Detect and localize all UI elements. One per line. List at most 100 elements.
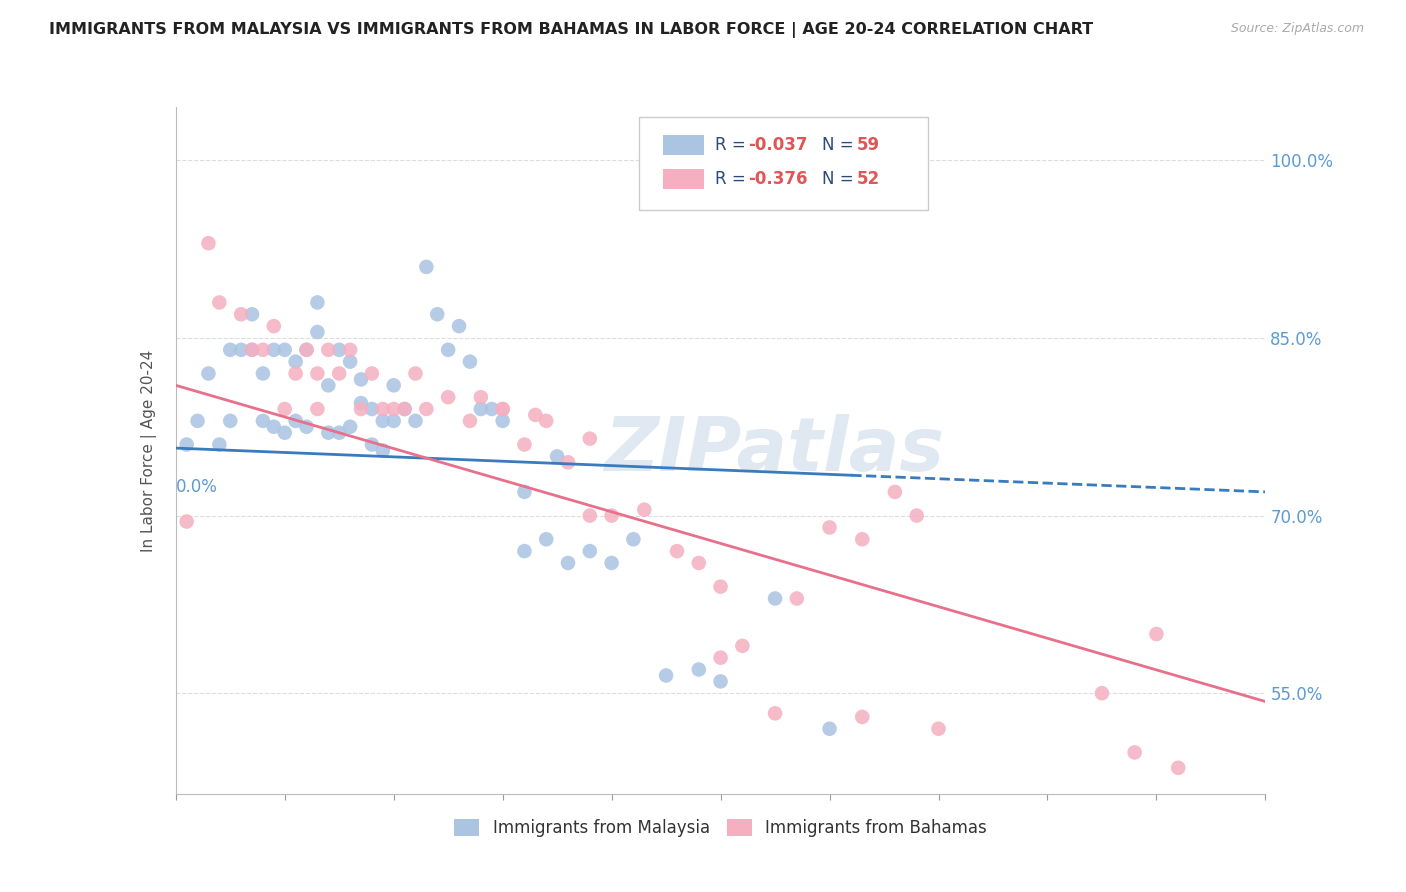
Text: R =: R = <box>716 170 751 188</box>
Point <box>513 544 536 558</box>
Point <box>481 402 503 417</box>
Point <box>240 343 263 357</box>
Point <box>252 343 274 357</box>
Text: R =: R = <box>716 136 751 153</box>
Point <box>382 402 405 417</box>
FancyBboxPatch shape <box>662 169 704 189</box>
Legend: Immigrants from Malaysia, Immigrants from Bahamas: Immigrants from Malaysia, Immigrants fro… <box>447 813 994 844</box>
Point <box>284 414 307 428</box>
Point <box>307 325 329 339</box>
Point <box>524 408 547 422</box>
Point <box>394 402 416 417</box>
Point <box>197 236 219 251</box>
Text: IMMIGRANTS FROM MALAYSIA VS IMMIGRANTS FROM BAHAMAS IN LABOR FORCE | AGE 20-24 C: IMMIGRANTS FROM MALAYSIA VS IMMIGRANTS F… <box>49 22 1094 38</box>
Point <box>513 437 536 451</box>
Point <box>360 367 382 381</box>
Point <box>350 402 373 417</box>
Text: Source: ZipAtlas.com: Source: ZipAtlas.com <box>1230 22 1364 36</box>
Point <box>339 343 361 357</box>
Point <box>928 722 950 736</box>
Point <box>447 319 470 334</box>
Point <box>176 515 198 529</box>
Point <box>208 295 231 310</box>
Point <box>437 343 460 357</box>
Point <box>371 414 394 428</box>
Point <box>710 674 733 689</box>
Point <box>318 378 340 392</box>
Point <box>382 378 405 392</box>
Point <box>513 484 536 499</box>
Text: -0.376: -0.376 <box>748 170 807 188</box>
Point <box>405 414 427 428</box>
Point <box>666 544 689 558</box>
Point <box>284 354 307 368</box>
Point <box>731 639 754 653</box>
Point <box>437 390 460 404</box>
Point <box>318 425 340 440</box>
Point <box>710 650 733 665</box>
Text: N =: N = <box>823 170 859 188</box>
Point <box>710 580 733 594</box>
Point <box>818 165 841 179</box>
Point <box>231 343 253 357</box>
Point <box>360 402 382 417</box>
Point <box>252 367 274 381</box>
Point <box>492 402 515 417</box>
Point <box>339 419 361 434</box>
Point <box>763 706 786 721</box>
Y-axis label: In Labor Force | Age 20-24: In Labor Force | Age 20-24 <box>141 350 157 551</box>
Point <box>621 533 644 547</box>
Point <box>307 367 329 381</box>
Point <box>405 367 427 381</box>
Point <box>284 367 307 381</box>
Point <box>818 520 841 534</box>
Point <box>371 443 394 458</box>
Point <box>557 556 579 570</box>
Point <box>176 437 198 451</box>
Point <box>1144 627 1167 641</box>
Point <box>579 432 602 446</box>
Point <box>240 307 263 321</box>
Point <box>219 343 242 357</box>
Point <box>1091 686 1114 700</box>
Point <box>786 591 808 606</box>
Point <box>295 419 318 434</box>
Point <box>339 354 361 368</box>
Point <box>426 307 449 321</box>
Point <box>263 343 285 357</box>
Point <box>382 414 405 428</box>
Point <box>186 414 209 428</box>
Point <box>688 663 710 677</box>
Point <box>274 343 297 357</box>
Point <box>318 343 340 357</box>
Point <box>579 508 602 523</box>
Point <box>579 544 602 558</box>
Point <box>240 343 263 357</box>
Text: -0.037: -0.037 <box>748 136 807 153</box>
Point <box>328 367 350 381</box>
FancyBboxPatch shape <box>662 135 704 155</box>
Point <box>557 455 579 469</box>
Point <box>546 450 568 464</box>
Point <box>458 414 481 428</box>
Point <box>208 437 231 451</box>
Point <box>252 414 274 428</box>
Point <box>534 414 557 428</box>
Text: ZIPatlas: ZIPatlas <box>605 414 945 487</box>
Point <box>219 414 242 428</box>
Point <box>492 414 515 428</box>
Text: N =: N = <box>823 136 859 153</box>
Point <box>534 533 557 547</box>
Point <box>328 343 350 357</box>
Point <box>328 425 350 440</box>
Point <box>307 402 329 417</box>
Point <box>307 295 329 310</box>
Point <box>851 710 873 724</box>
Point <box>1167 761 1189 775</box>
Point <box>884 484 907 499</box>
Point <box>633 502 655 516</box>
Point <box>470 402 492 417</box>
Point <box>360 437 382 451</box>
Point <box>655 668 678 682</box>
Point <box>350 372 373 386</box>
